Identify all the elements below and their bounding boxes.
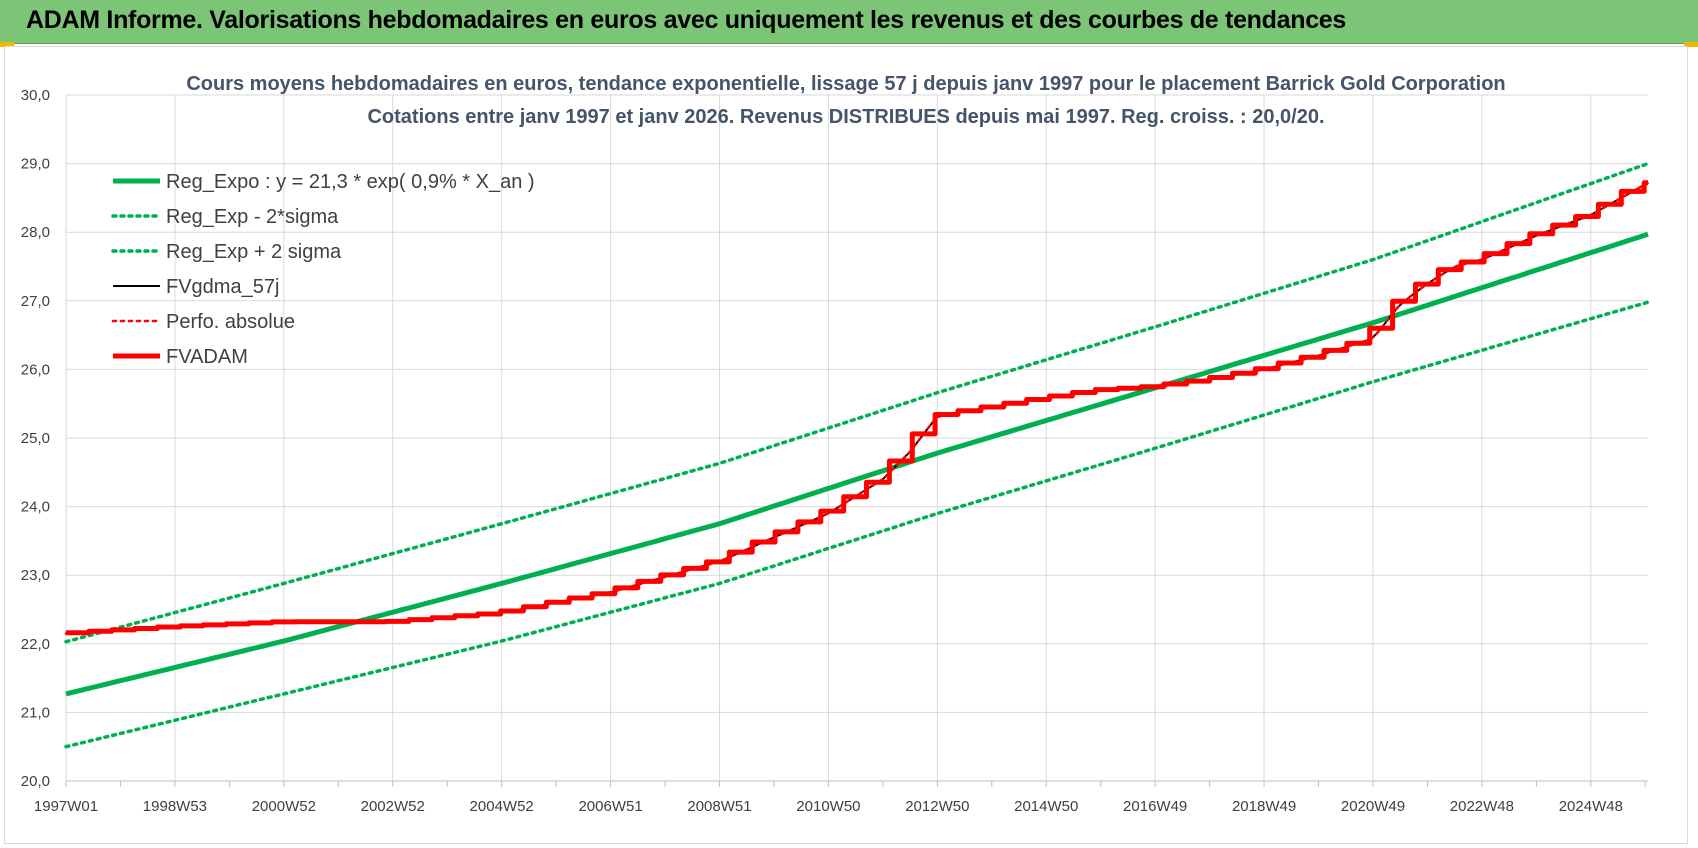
y-tick-label: 24,0 <box>21 499 50 516</box>
x-tick-label: 2004W52 <box>470 798 534 815</box>
series-line <box>64 300 1650 749</box>
legend-label: Perfo. absolue <box>166 311 295 333</box>
y-tick-label: 28,0 <box>21 224 50 241</box>
y-tick-label: 22,0 <box>21 636 50 653</box>
series-line <box>66 180 1648 636</box>
chart-frame <box>4 46 1688 844</box>
y-tick-label: 29,0 <box>21 156 50 173</box>
x-tick-label: 2014W50 <box>1014 798 1078 815</box>
x-tick-label: 2022W48 <box>1450 798 1514 815</box>
y-tick-label: 26,0 <box>21 361 50 378</box>
y-tick-label: 25,0 <box>21 430 50 447</box>
page-banner: ADAM Informe. Valorisations hebdomadaire… <box>0 0 1698 44</box>
chart-title-line-2: Cotations entre janv 1997 et janv 2026. … <box>367 106 1324 128</box>
x-tick-label: 2012W50 <box>905 798 969 815</box>
chart-title-line-1: Cours moyens hebdomadaires en euros, ten… <box>186 73 1505 95</box>
y-tick-label: 21,0 <box>21 704 50 721</box>
banner-title: ADAM Informe. Valorisations hebdomadaire… <box>26 6 1347 34</box>
legend-label: Reg_Expo : y = 21,3 * exp( 0,9% * X_an ) <box>166 171 535 193</box>
x-tick-label: 2024W48 <box>1559 798 1623 815</box>
series-layer <box>64 161 1650 749</box>
legend: Reg_Expo : y = 21,3 * exp( 0,9% * X_an )… <box>111 171 535 368</box>
y-tick-label: 20,0 <box>21 773 50 790</box>
grid-layer <box>65 94 1648 782</box>
y-tick-label: 23,0 <box>21 567 50 584</box>
x-tick-label: 2018W49 <box>1232 798 1296 815</box>
x-tick-label: 2006W51 <box>578 798 642 815</box>
x-tick-label: 2020W49 <box>1341 798 1405 815</box>
series-line <box>64 161 1650 644</box>
legend-label: Reg_Exp + 2 sigma <box>166 241 342 263</box>
x-tick-label: 2002W52 <box>361 798 425 815</box>
legend-label: FVADAM <box>166 346 248 368</box>
x-tick-label: 2008W51 <box>687 798 751 815</box>
series-line <box>65 231 1649 697</box>
corner-marker-right <box>1684 42 1698 47</box>
legend-label: Reg_Exp - 2*sigma <box>166 206 339 228</box>
x-tick-label: 2016W49 <box>1123 798 1187 815</box>
x-tick-label: 2000W52 <box>252 798 316 815</box>
y-tick-label: 30,0 <box>21 87 50 104</box>
chart-title: Cours moyens hebdomadaires en euros, ten… <box>186 73 1505 128</box>
corner-marker-left <box>0 42 14 47</box>
axis-layer: 20,0 21,0 22,0 23,0 24,0 25,0 26,0 27,0 28,0 29,0… <box>21 87 1646 815</box>
x-tick-label: 1998W53 <box>143 798 207 815</box>
y-tick-label: 27,0 <box>21 293 50 310</box>
x-tick-label: 1997W01 <box>34 798 98 815</box>
x-tick-label: 2010W50 <box>796 798 860 815</box>
legend-label: FVgdma_57j <box>166 276 279 298</box>
